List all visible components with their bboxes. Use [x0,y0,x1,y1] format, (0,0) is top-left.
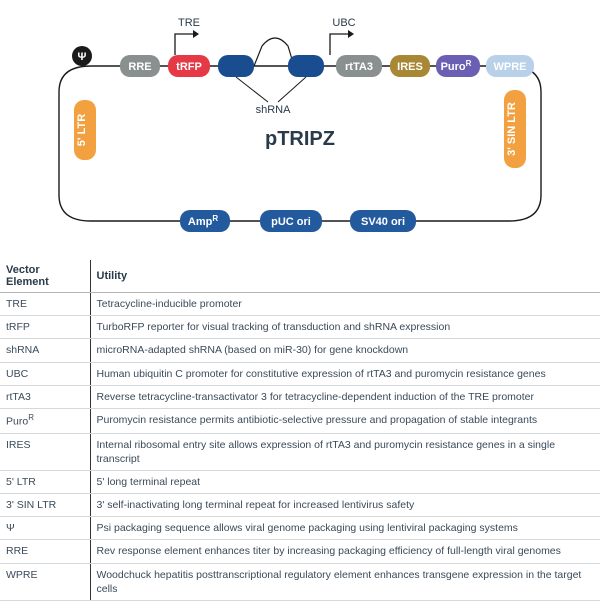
svg-text:5' LTR: 5' LTR [76,114,88,146]
svg-text:tRFP: tRFP [176,61,202,73]
svg-text:RRE: RRE [128,61,151,73]
table-row: UBCHuman ubiquitin C promoter for consti… [0,362,600,385]
table-cell-utility: TurboRFP reporter for visual tracking of… [90,316,600,339]
table-cell-utility: Internal ribosomal entry site allows exp… [90,433,600,470]
svg-text:pUC ori: pUC ori [271,216,311,228]
table-cell-element: IRES [0,433,90,470]
table-header-utility: Utility [90,260,600,293]
table-row: RRERev response element enhances titer b… [0,540,600,563]
vector-table-wrap: Vector Element Utility TRETetracycline-i… [0,260,600,601]
table-cell-element: UBC [0,362,90,385]
table-cell-element: rtTA3 [0,385,90,408]
table-row: 5' LTR5' long terminal repeat [0,470,600,493]
table-row: 3' SIN LTR3' self-inactivating long term… [0,494,600,517]
table-cell-element: 5' LTR [0,470,90,493]
svg-text:TRE: TRE [178,17,200,29]
table-cell-element: Ψ [0,517,90,540]
table-row: TRETetracycline-inducible promoter [0,293,600,316]
table-row: ΨPsi packaging sequence allows viral gen… [0,517,600,540]
svg-text:IRES: IRES [397,61,423,73]
table-cell-element: 3' SIN LTR [0,494,90,517]
svg-text:SV40 ori: SV40 ori [361,216,405,228]
table-cell-utility: Rev response element enhances titer by i… [90,540,600,563]
vector-element-table: Vector Element Utility TRETetracycline-i… [0,260,600,601]
vector-svg: pTRIPZTREUBCshRNARREtRFPrtTA3IRESPuroRWP… [0,0,600,260]
table-row: shRNAmicroRNA-adapted shRNA (based on mi… [0,339,600,362]
svg-text:UBC: UBC [332,17,355,29]
table-cell-element: WPRE [0,563,90,600]
table-cell-utility: microRNA-adapted shRNA (based on miR-30)… [90,339,600,362]
svg-text:Ψ: Ψ [78,51,87,63]
table-row: rtTA3Reverse tetracycline-transactivator… [0,385,600,408]
svg-text:shRNA: shRNA [256,104,292,116]
table-row: PuroRPuromycin resistance permits antibi… [0,408,600,433]
svg-text:WPRE: WPRE [494,61,527,73]
table-cell-utility: 3' self-inactivating long terminal repea… [90,494,600,517]
table-header-element: Vector Element [0,260,90,293]
table-cell-element: tRFP [0,316,90,339]
vector-diagram: pTRIPZTREUBCshRNARREtRFPrtTA3IRESPuroRWP… [0,0,600,260]
table-cell-utility: Tetracycline-inducible promoter [90,293,600,316]
svg-text:pTRIPZ: pTRIPZ [265,128,335,150]
table-cell-utility: Puromycin resistance permits antibiotic-… [90,408,600,433]
table-cell-element: PuroR [0,408,90,433]
svg-text:rtTA3: rtTA3 [345,61,373,73]
table-cell-utility: Woodchuck hepatitis posttranscriptional … [90,563,600,600]
table-cell-utility: Human ubiquitin C promoter for constitut… [90,362,600,385]
table-cell-element: shRNA [0,339,90,362]
svg-text:3' SIN LTR: 3' SIN LTR [506,102,518,156]
table-cell-utility: Psi packaging sequence allows viral geno… [90,517,600,540]
table-cell-element: RRE [0,540,90,563]
table-row: WPREWoodchuck hepatitis posttranscriptio… [0,563,600,600]
table-cell-utility: 5' long terminal repeat [90,470,600,493]
table-row: tRFPTurboRFP reporter for visual trackin… [0,316,600,339]
table-cell-element: TRE [0,293,90,316]
table-row: IRESInternal ribosomal entry site allows… [0,433,600,470]
table-cell-utility: Reverse tetracycline-transactivator 3 fo… [90,385,600,408]
